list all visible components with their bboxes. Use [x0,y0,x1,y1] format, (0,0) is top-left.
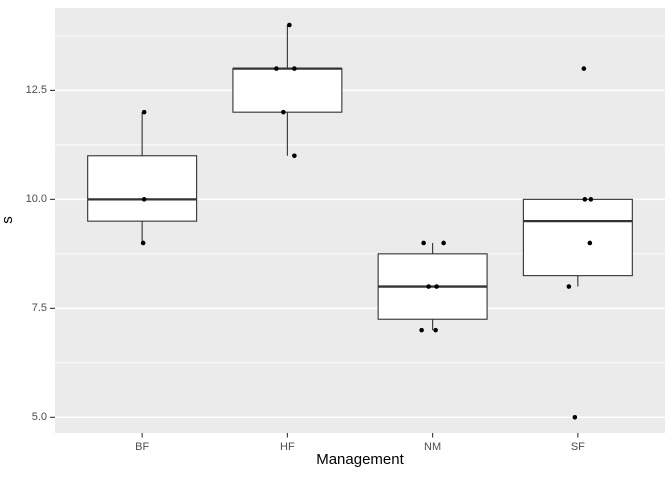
y-axis-title: s [0,216,16,224]
data-point [566,284,572,289]
x-tick-label-SF: SF [570,441,585,453]
data-point [572,415,578,420]
data-point [587,240,593,246]
data-point [433,327,438,333]
y-tick-label: 10.0 [25,193,47,206]
box-SF [522,198,633,277]
data-point [274,66,279,71]
x-tick-label-NM: NM [424,441,442,453]
data-point [426,284,431,289]
data-point [581,66,587,71]
data-point [588,197,594,202]
data-point [140,240,146,246]
data-point [287,22,292,28]
data-point [141,109,147,115]
x-tick-label-HF: HF [280,441,295,453]
y-tick-label: 5.0 [31,411,47,424]
data-point [281,109,286,115]
data-point [292,66,297,71]
data-point [441,240,446,246]
data-point [421,240,426,246]
x-axis-title: Management [316,451,404,468]
y-tick-label: 7.5 [31,302,47,315]
data-point [141,197,147,202]
box-HF [232,68,343,113]
y-tick-label: 12.5 [25,84,47,97]
data-point [582,197,588,202]
x-tick-label-BF: BF [135,441,150,453]
data-point [434,284,439,289]
box-BF [87,155,198,222]
data-point [419,327,424,333]
data-point [292,153,297,159]
